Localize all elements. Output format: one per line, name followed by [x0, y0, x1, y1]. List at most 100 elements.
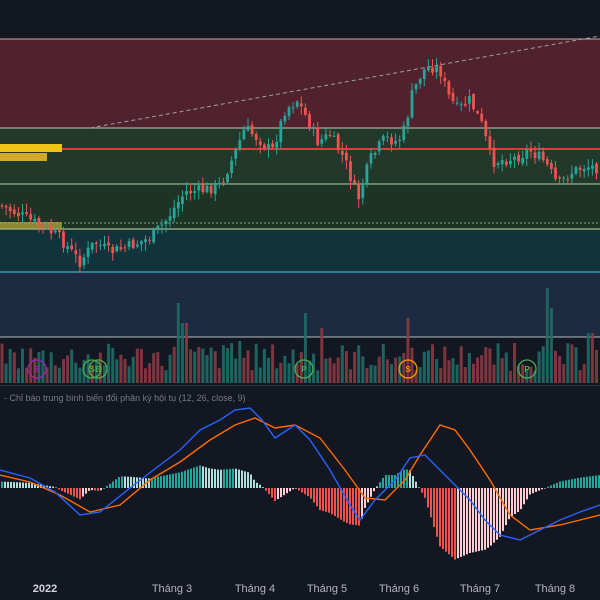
candle-body[interactable] — [8, 207, 12, 212]
candle-body[interactable] — [53, 230, 57, 233]
candle-body[interactable] — [99, 245, 102, 247]
candle-body[interactable] — [123, 247, 127, 249]
candle-body[interactable] — [394, 140, 397, 144]
candle-body[interactable] — [578, 167, 582, 170]
candle-body[interactable] — [402, 125, 406, 140]
candle-body[interactable] — [66, 246, 69, 250]
candle-body[interactable] — [283, 115, 287, 122]
candle-body[interactable] — [263, 144, 266, 149]
candle-body[interactable] — [537, 151, 541, 160]
candle-body[interactable] — [107, 242, 110, 246]
candle-body[interactable] — [414, 84, 418, 90]
candle-body[interactable] — [328, 134, 332, 137]
candle-body[interactable] — [291, 107, 295, 109]
candle-body[interactable] — [156, 225, 160, 229]
candle-body[interactable] — [521, 157, 525, 164]
candle-body[interactable] — [62, 231, 65, 248]
signal-marker[interactable]: P — [517, 359, 537, 379]
candle-body[interactable] — [172, 207, 176, 219]
candle-body[interactable] — [181, 196, 184, 204]
candle-body[interactable] — [472, 94, 475, 110]
candle-body[interactable] — [25, 212, 28, 214]
candle-body[interactable] — [320, 139, 324, 144]
candle-body[interactable] — [525, 149, 529, 159]
candle-body[interactable] — [541, 151, 545, 161]
candle-body[interactable] — [222, 181, 225, 183]
candle-body[interactable] — [197, 185, 201, 191]
candle-body[interactable] — [135, 244, 139, 247]
candle-body[interactable] — [287, 107, 291, 117]
candle-body[interactable] — [152, 228, 156, 243]
candle-body[interactable] — [369, 153, 373, 164]
candle-body[interactable] — [357, 183, 361, 200]
candlesticks[interactable] — [0, 58, 598, 274]
candle-body[interactable] — [103, 243, 106, 247]
candle-body[interactable] — [242, 129, 246, 140]
candle-body[interactable] — [82, 257, 86, 266]
candle-body[interactable] — [271, 143, 274, 148]
candle-body[interactable] — [410, 90, 414, 118]
candle-body[interactable] — [562, 177, 566, 179]
candle-body[interactable] — [12, 209, 16, 215]
candle-body[interactable] — [463, 103, 467, 106]
candle-body[interactable] — [504, 161, 508, 165]
candle-body[interactable] — [86, 247, 90, 257]
candle-body[interactable] — [340, 150, 344, 155]
candle-body[interactable] — [185, 191, 188, 195]
candle-body[interactable] — [349, 161, 352, 182]
candle-body[interactable] — [509, 160, 512, 165]
candle-body[interactable] — [258, 141, 262, 145]
candle-body[interactable] — [550, 163, 553, 170]
candle-body[interactable] — [381, 135, 385, 141]
candle-body[interactable] — [439, 65, 443, 77]
candle-body[interactable] — [398, 139, 402, 141]
candle-body[interactable] — [361, 185, 365, 198]
candle-body[interactable] — [119, 247, 123, 250]
candle-body[interactable] — [168, 216, 172, 221]
candle-body[interactable] — [246, 125, 250, 131]
candle-body[interactable] — [230, 160, 233, 174]
candle-body[interactable] — [70, 245, 74, 250]
candle-body[interactable] — [205, 185, 209, 193]
signal-marker[interactable]: B — [27, 359, 47, 379]
candle-body[interactable] — [78, 255, 82, 268]
candle-body[interactable] — [377, 141, 381, 152]
candle-body[interactable] — [144, 239, 147, 243]
candle-body[interactable] — [488, 136, 492, 149]
candle-body[interactable] — [406, 117, 410, 127]
signal-marker[interactable]: S — [82, 359, 102, 379]
candle-body[interactable] — [299, 103, 303, 107]
candle-body[interactable] — [148, 239, 151, 241]
candle-body[interactable] — [513, 156, 516, 160]
candle-body[interactable] — [37, 218, 41, 226]
candle-body[interactable] — [332, 135, 336, 137]
candle-body[interactable] — [545, 159, 549, 165]
candle-body[interactable] — [140, 241, 143, 245]
candle-body[interactable] — [234, 148, 238, 159]
candle-body[interactable] — [226, 174, 229, 183]
candle-body[interactable] — [213, 182, 217, 195]
candle-body[interactable] — [21, 212, 24, 215]
candle-body[interactable] — [41, 224, 45, 226]
candle-body[interactable] — [275, 141, 279, 148]
candle-body[interactable] — [238, 140, 242, 150]
candle-body[interactable] — [386, 136, 389, 138]
candle-body[interactable] — [209, 185, 213, 194]
candle-body[interactable] — [336, 134, 340, 151]
candle-body[interactable] — [250, 125, 254, 135]
candle-body[interactable] — [418, 78, 422, 84]
candle-body[interactable] — [316, 127, 320, 146]
candle-body[interactable] — [529, 149, 533, 152]
signal-marker[interactable]: P — [294, 359, 314, 379]
candle-body[interactable] — [558, 177, 561, 179]
candle-body[interactable] — [74, 250, 78, 255]
candle-body[interactable] — [480, 113, 484, 122]
candle-body[interactable] — [574, 167, 578, 174]
candle-body[interactable] — [304, 107, 307, 115]
candle-body[interactable] — [160, 224, 164, 226]
candle-body[interactable] — [254, 134, 258, 140]
candle-body[interactable] — [58, 230, 61, 233]
candle-body[interactable] — [94, 242, 98, 244]
candle-body[interactable] — [582, 168, 586, 172]
candle-body[interactable] — [451, 92, 455, 102]
